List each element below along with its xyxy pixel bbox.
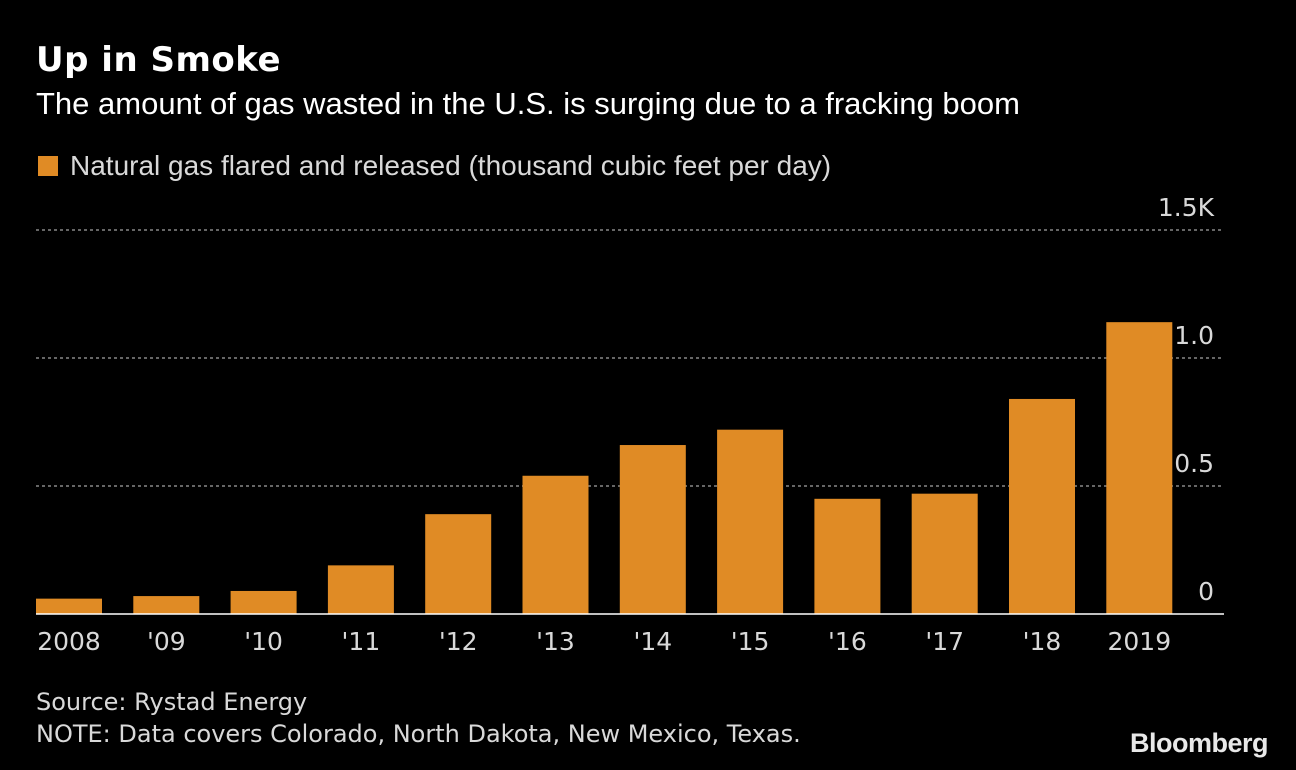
x-tick-label: 2019 [1107, 627, 1171, 656]
y-tick-label: 0 [1198, 577, 1214, 606]
legend-swatch [38, 156, 58, 176]
bar [522, 475, 589, 614]
x-tick-label: '18 [1023, 627, 1062, 656]
y-tick-label: 1.0 [1174, 321, 1214, 350]
legend: Natural gas flared and released (thousan… [38, 150, 831, 182]
bar [1009, 398, 1075, 614]
bar [36, 598, 102, 614]
bar [619, 445, 686, 614]
legend-label: Natural gas flared and released (thousan… [70, 150, 832, 181]
x-tick-label: '12 [439, 627, 478, 656]
bar [717, 429, 784, 614]
y-tick-label: 0.5 [1174, 449, 1214, 478]
x-tick-label: '11 [342, 627, 381, 656]
note-text: NOTE: Data covers Colorado, North Dakota… [36, 720, 801, 748]
y-tick-label: 1.5K [1158, 193, 1215, 222]
bar [230, 590, 297, 614]
x-tick-label: '13 [536, 627, 575, 656]
x-tick-label: '14 [633, 627, 672, 656]
x-tick-label: '17 [925, 627, 964, 656]
bloomberg-logo: Bloomberg [1129, 728, 1269, 758]
chart-subtitle: The amount of gas wasted in the U.S. is … [36, 86, 1020, 121]
source-text: Source: Rystad Energy [36, 688, 308, 716]
source-notes: Source: Rystad Energy NOTE: Data covers … [36, 686, 801, 750]
bar-chart: 0 0.5 1.0 1.5K 2008 '09 '10 '11 '12 '13 '14 '15 '16 '… [36, 193, 1224, 656]
bar [133, 596, 200, 614]
x-tick-label: '15 [731, 627, 770, 656]
x-tick-label: '09 [147, 627, 186, 656]
chart-title: Up in Smoke [36, 40, 282, 80]
bar [327, 565, 394, 614]
x-tick-label: 2008 [37, 627, 101, 656]
x-tick-label: '16 [828, 627, 867, 656]
bar [425, 514, 492, 614]
bar [1106, 322, 1173, 614]
bar [911, 493, 978, 614]
bar [814, 498, 881, 614]
x-tick-label: '10 [244, 627, 283, 656]
